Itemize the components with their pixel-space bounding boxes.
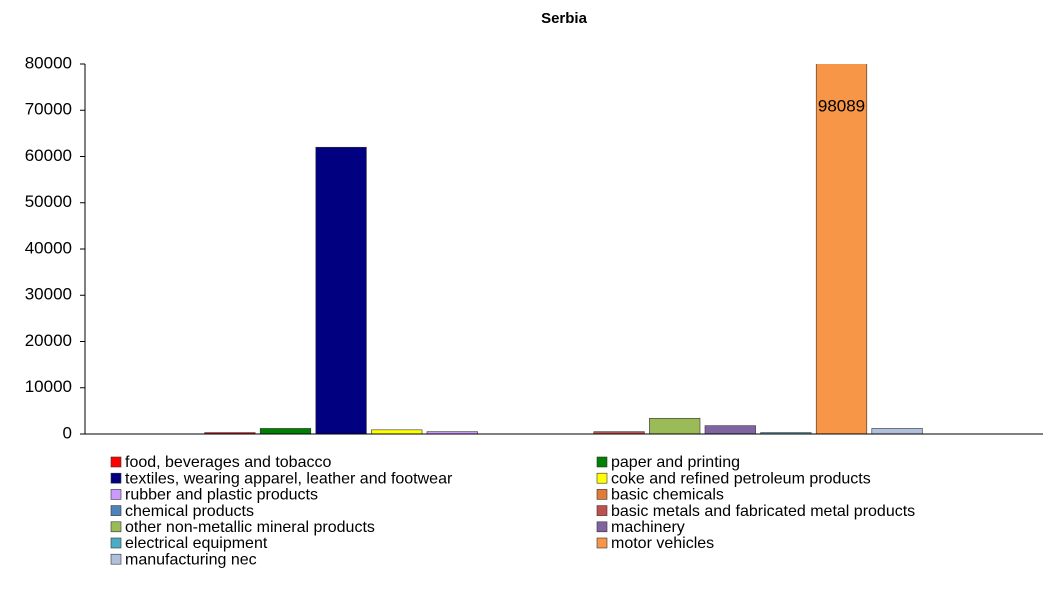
legend-label: manufacturing nec [125, 551, 257, 568]
legend-swatch [596, 537, 608, 549]
legend-swatch [596, 505, 608, 516]
bar [371, 429, 423, 435]
value-label: 98089 [818, 96, 865, 115]
bar [649, 417, 701, 435]
plot-area [204, 64, 923, 435]
legend-swatch [596, 456, 608, 468]
chart-title: Serbia [541, 10, 588, 27]
legend-label: chemical products [125, 503, 254, 520]
y-tick-label: 70000 [25, 100, 72, 119]
legend-swatch [110, 489, 122, 500]
legend-swatch [110, 537, 122, 549]
y-tick-label: 40000 [25, 238, 72, 257]
legend-swatch [110, 472, 122, 484]
y-tick-label: 80000 [25, 53, 72, 72]
legend-label: basic metals and fabricated metal produc… [611, 503, 915, 520]
legend-label: paper and printing [611, 454, 740, 471]
bar [315, 146, 367, 435]
bar [815, 64, 868, 435]
legend-label: food, beverages and tobacco [125, 454, 331, 471]
y-tick-label: 0 [63, 423, 72, 442]
legend-label: motor vehicles [611, 535, 714, 552]
legend-label: basic chemicals [611, 487, 724, 504]
legend-swatch [110, 553, 122, 565]
bar [259, 428, 312, 435]
legend-label: machinery [611, 519, 685, 536]
legend-swatch [110, 505, 122, 516]
y-tick-label: 20000 [25, 331, 72, 350]
legend-label: coke and refined petroleum products [611, 470, 871, 487]
legend-swatch [596, 489, 608, 500]
y-tick-label: 50000 [25, 192, 72, 211]
legend-label: electrical equipment [125, 535, 268, 552]
legend-swatch [596, 521, 608, 533]
y-tick-label: 10000 [25, 377, 72, 396]
legend-swatch [596, 472, 608, 484]
legend-label: other non-metallic mineral products [125, 519, 375, 536]
legend-swatch [110, 521, 122, 533]
legend-swatch [110, 456, 122, 468]
y-tick-label: 60000 [25, 146, 72, 165]
bar [704, 425, 756, 435]
bar [871, 428, 923, 435]
legend-label: textiles, wearing apparel, leather and f… [125, 470, 453, 487]
y-tick-label: 30000 [25, 285, 72, 304]
legend-label: rubber and plastic products [125, 487, 318, 504]
